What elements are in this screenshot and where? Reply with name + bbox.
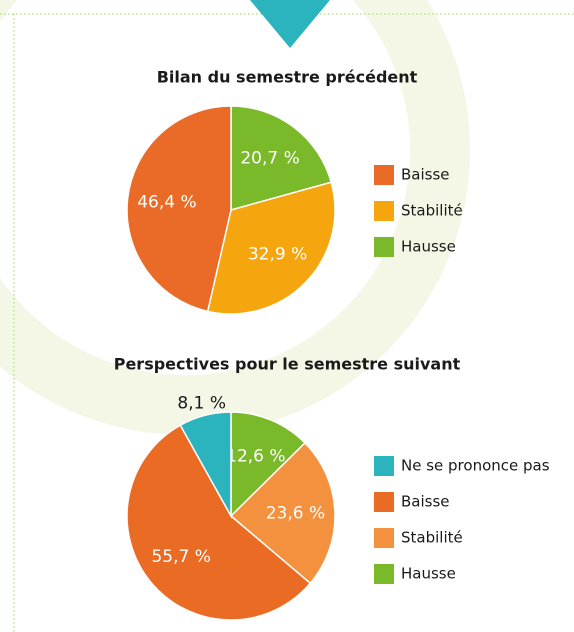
legend-swatch: [374, 456, 394, 476]
slice-label: 23,6 %: [266, 504, 325, 524]
pie-slice: [229, 441, 336, 585]
pie-slice: [126, 424, 312, 621]
legend-label: Ne se prononce pas: [401, 457, 550, 475]
pie-slice: [126, 105, 232, 313]
pie-slice: [230, 411, 307, 518]
legend-label: Hausse: [401, 238, 456, 256]
legend-label: Baisse: [401, 493, 450, 511]
slice-label: 20,7 %: [240, 149, 299, 169]
pie-slice: [206, 181, 336, 315]
legend-swatch: [374, 165, 394, 185]
slice-label: 46,4 %: [137, 193, 196, 213]
chart-title: Bilan du semestre précédent: [157, 68, 418, 87]
legend-swatch: [374, 201, 394, 221]
legend-swatch: [374, 237, 394, 257]
legend-label: Stabilité: [401, 202, 463, 220]
slice-label: 32,9 %: [248, 245, 307, 265]
slice-label: 55,7 %: [151, 547, 210, 567]
marker-triangle: [250, 0, 330, 48]
legend-label: Baisse: [401, 166, 450, 184]
pie-slice: [179, 411, 232, 519]
slice-label: 12,6 %: [226, 447, 285, 467]
legend-swatch: [374, 564, 394, 584]
slice-label: 8,1 %: [177, 393, 226, 413]
legend-label: Stabilité: [401, 529, 463, 547]
decoration-ring: [0, 0, 470, 435]
chart-title: Perspectives pour le semestre suivant: [114, 355, 461, 374]
pie-slice: [230, 105, 333, 211]
legend-swatch: [374, 492, 394, 512]
legend-label: Hausse: [401, 565, 456, 583]
legend-swatch: [374, 528, 394, 548]
